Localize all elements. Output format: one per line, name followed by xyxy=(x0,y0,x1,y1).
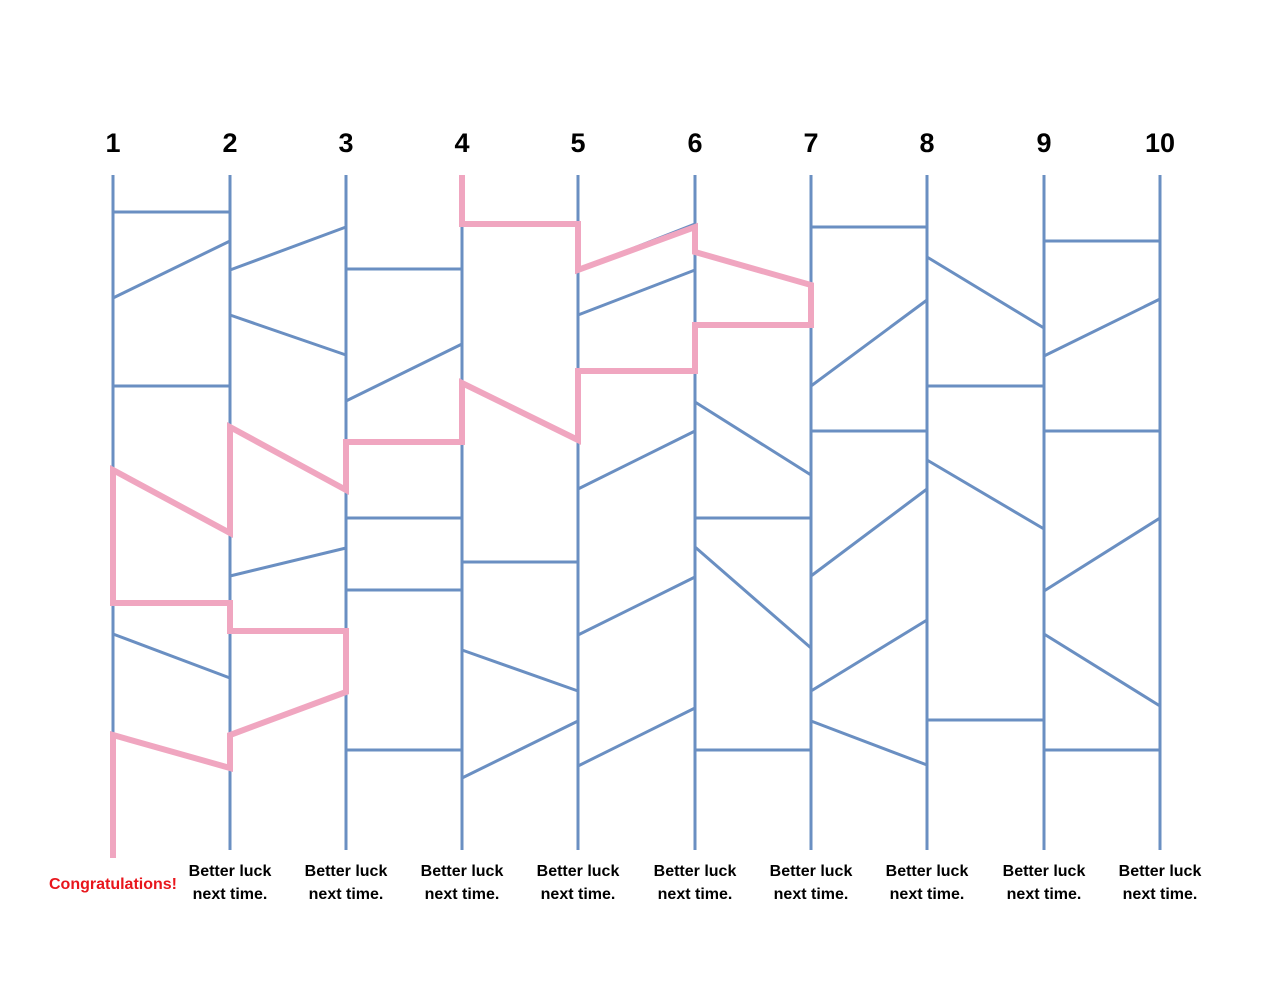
result-better-luck-5: Better luck next time. xyxy=(537,863,620,903)
rung xyxy=(1043,516,1161,593)
rung xyxy=(112,632,231,680)
result-better-luck-8: Better luck next time. xyxy=(886,863,969,903)
column-number-9: 9 xyxy=(1036,128,1051,158)
result-better-luck-6: Better luck next time. xyxy=(654,863,737,903)
rung xyxy=(577,429,696,491)
result-text-line: Better luck xyxy=(189,863,272,880)
result-text-line: next time. xyxy=(309,886,384,903)
rung xyxy=(461,648,579,693)
column-number-10: 10 xyxy=(1145,128,1175,158)
column-number-2: 2 xyxy=(222,128,237,158)
ladder-rails xyxy=(111,175,1162,850)
ladder-rungs xyxy=(112,210,1161,780)
result-better-luck-7: Better luck next time. xyxy=(770,863,853,903)
result-better-luck-3: Better luck next time. xyxy=(305,863,388,903)
result-text-line: next time. xyxy=(1007,886,1082,903)
rung xyxy=(577,575,696,637)
result-text-line: Better luck xyxy=(305,863,388,880)
rung xyxy=(577,268,696,317)
rung xyxy=(926,458,1045,531)
column-number-7: 7 xyxy=(803,128,818,158)
column-numbers: 1 2 3 4 5 6 7 8 9 10 xyxy=(105,128,1175,158)
result-text-line: next time. xyxy=(890,886,965,903)
rung xyxy=(112,239,231,300)
rung xyxy=(229,225,347,272)
column-number-6: 6 xyxy=(687,128,702,158)
result-text-line: next time. xyxy=(658,886,733,903)
rung xyxy=(810,719,928,767)
column-number-5: 5 xyxy=(570,128,585,158)
result-better-luck-9: Better luck next time. xyxy=(1003,863,1086,903)
result-text-line: next time. xyxy=(774,886,849,903)
rung xyxy=(926,255,1045,330)
traced-path xyxy=(110,175,814,858)
rung xyxy=(461,719,579,780)
rung xyxy=(1043,632,1161,708)
result-text-line: Better luck xyxy=(1119,863,1202,880)
result-text-line: Better luck xyxy=(537,863,620,880)
column-number-3: 3 xyxy=(338,128,353,158)
rung xyxy=(810,618,928,693)
result-text-line: next time. xyxy=(193,886,268,903)
result-text-line: Better luck xyxy=(654,863,737,880)
rung xyxy=(577,706,696,768)
rung xyxy=(694,545,812,650)
result-better-luck-10: Better luck next time. xyxy=(1119,863,1202,903)
rung xyxy=(1043,297,1161,358)
result-text-line: next time. xyxy=(425,886,500,903)
result-better-luck-4: Better luck next time. xyxy=(421,863,504,903)
result-better-luck-2: Better luck next time. xyxy=(189,863,272,903)
rung xyxy=(345,342,463,403)
rung xyxy=(810,298,928,388)
rung xyxy=(810,487,928,578)
rung xyxy=(694,400,812,477)
result-text-line: next time. xyxy=(541,886,616,903)
result-text-line: next time. xyxy=(1123,886,1198,903)
result-text-line: Better luck xyxy=(1003,863,1086,880)
result-text: Congratulations! xyxy=(49,876,177,893)
column-number-8: 8 xyxy=(919,128,934,158)
result-congratulations: Congratulations! xyxy=(49,876,177,893)
column-number-4: 4 xyxy=(454,128,469,158)
rung xyxy=(229,546,347,578)
result-text-line: Better luck xyxy=(770,863,853,880)
result-text-line: Better luck xyxy=(421,863,504,880)
column-number-1: 1 xyxy=(105,128,120,158)
rung xyxy=(229,313,347,357)
result-text-line: Better luck xyxy=(886,863,969,880)
